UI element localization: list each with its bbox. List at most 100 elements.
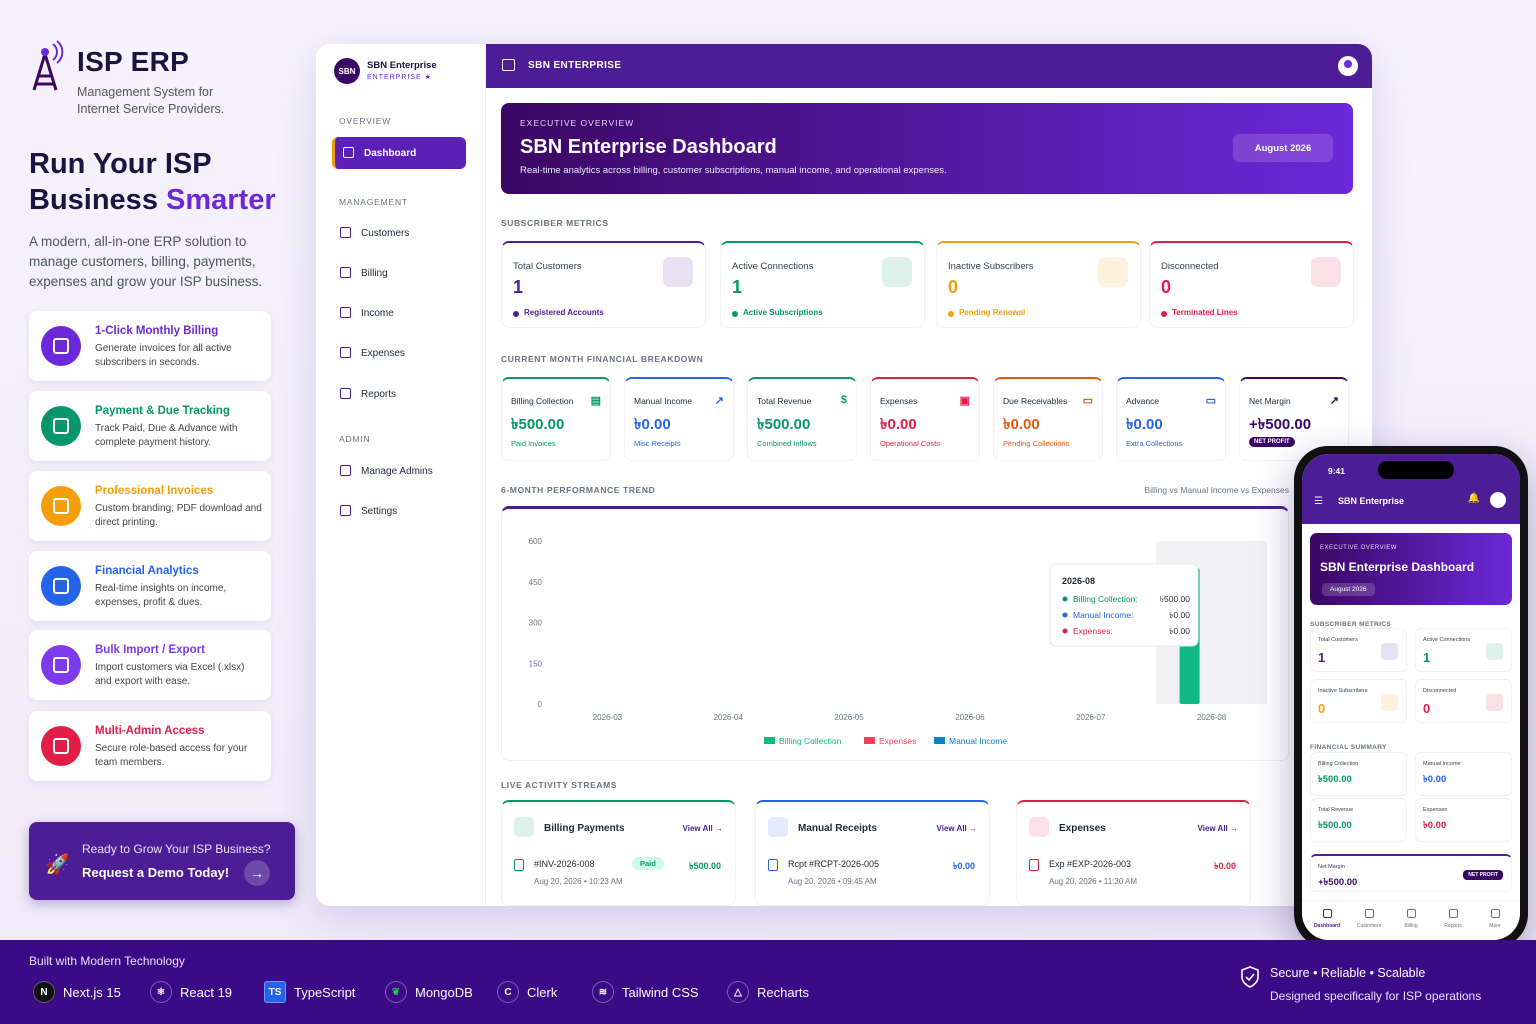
income-icon bbox=[340, 307, 351, 318]
customers-icon[interactable] bbox=[1365, 909, 1374, 918]
tooltip-value: ৳500.00 bbox=[1160, 594, 1191, 604]
sidebar-item-income[interactable]: Income bbox=[332, 297, 466, 329]
feature-desc: Custom branding, PDF download and direct… bbox=[95, 503, 262, 528]
view-all-link[interactable]: View All → bbox=[682, 824, 723, 833]
invoice-icon bbox=[41, 326, 81, 366]
user-icon bbox=[882, 257, 912, 287]
phone-metric-card[interactable]: Disconnected 0 bbox=[1415, 679, 1512, 723]
phone-finance-card[interactable]: Billing Collection ৳500.00 bbox=[1310, 752, 1407, 796]
feature-title: Multi-Admin Access bbox=[95, 725, 205, 737]
label-trend: 6-MONTH PERFORMANCE TREND bbox=[501, 485, 656, 495]
phone-finance-card[interactable]: Manual Income ৳0.00 bbox=[1415, 752, 1512, 796]
analytics-icon bbox=[41, 566, 81, 606]
tech-item: △ Recharts bbox=[727, 981, 809, 1003]
phone-nav-customers[interactable]: Customers bbox=[1356, 923, 1382, 929]
user-icon bbox=[1381, 694, 1398, 711]
phone-finance-card[interactable]: Expenses ৳0.00 bbox=[1415, 798, 1512, 842]
nextjs-icon: N bbox=[33, 981, 55, 1003]
org-name: SBN Enterprise bbox=[367, 60, 437, 71]
phone-banner: EXECUTIVE OVERVIEW SBN Enterprise Dashbo… bbox=[1310, 533, 1512, 605]
finance-card[interactable]: Manual Income ৳0.00 Misc Receipts ↗ bbox=[624, 377, 734, 461]
org-logo: SBN bbox=[334, 58, 360, 84]
finance-card[interactable]: Billing Collection ৳500.00 Paid Invoices ▤ bbox=[501, 377, 611, 461]
phone-mockup: 9:41 ☰ SBN Enterprise 🔔 EXECUTIVE OVERVI… bbox=[1294, 446, 1528, 948]
arrow-right-icon[interactable]: → bbox=[244, 860, 270, 886]
brand-title: ISP ERP bbox=[77, 46, 190, 77]
user-avatar[interactable] bbox=[1338, 56, 1358, 76]
activity-card: Billing Payments View All → #INV-2026-008 A… bbox=[501, 800, 736, 906]
executive-banner: EXECUTIVE OVERVIEW SBN Enterprise Dashbo… bbox=[501, 103, 1353, 194]
customers-icon bbox=[340, 227, 351, 238]
brand-subtitle: Management System for Internet Service P… bbox=[77, 85, 225, 116]
sidebar-item-reports[interactable]: Reports bbox=[332, 378, 466, 410]
dashboard-icon[interactable] bbox=[1323, 909, 1332, 918]
tooltip-label: Manual Income: bbox=[1073, 610, 1133, 620]
sidebar-item-manage-admins[interactable]: Manage Admins bbox=[332, 455, 466, 487]
tooltip-value: ৳0.00 bbox=[1169, 626, 1190, 636]
finance-card[interactable]: Expenses ৳0.00 Operational Costs ▣ bbox=[870, 377, 980, 461]
finance-icon: ▤ bbox=[590, 395, 601, 407]
view-all-link[interactable]: View All → bbox=[1197, 824, 1238, 833]
sidebar-item-expenses[interactable]: Expenses bbox=[332, 337, 466, 369]
finance-card[interactable]: Total Revenue ৳500.00 Combined Inflows $ bbox=[747, 377, 857, 461]
tooltip-dot bbox=[1062, 628, 1068, 634]
phone-nav-dashboard[interactable]: Dashboard bbox=[1313, 923, 1341, 929]
tooltip-dot bbox=[1062, 612, 1068, 618]
shield-icon bbox=[1241, 966, 1259, 988]
metric-card[interactable]: Disconnected 0 Terminated Lines bbox=[1149, 241, 1354, 328]
settings-icon bbox=[340, 505, 351, 516]
phone-finance-card[interactable]: Total Revenue ৳500.00 bbox=[1310, 798, 1407, 842]
finance-card[interactable]: Due Receivables ৳0.00 Pending Collections ▭ bbox=[993, 377, 1103, 461]
user-icon bbox=[1311, 257, 1341, 287]
topbar: SBN ENTERPRISE bbox=[486, 44, 1372, 88]
view-all-link[interactable]: View All → bbox=[936, 824, 977, 833]
phone-metric-card[interactable]: Total Customers 1 bbox=[1310, 628, 1407, 672]
more-icon[interactable] bbox=[1491, 909, 1500, 918]
org-tier: ENTERPRISE ★ bbox=[367, 74, 432, 81]
phone-avatar[interactable] bbox=[1490, 492, 1506, 508]
finance-card[interactable]: Net Margin +৳500.00 NET PROFIT ↗ bbox=[1239, 377, 1349, 461]
tooltip-label: Expenses: bbox=[1073, 626, 1113, 636]
manage-admins-icon bbox=[340, 465, 351, 476]
x-tick-label: 2026-07 bbox=[1076, 713, 1106, 722]
sidebar-item-label: Reports bbox=[361, 388, 397, 400]
sidebar-toggle-icon[interactable] bbox=[502, 59, 515, 71]
phone-net-margin: Net Margin +৳500.00 NET PROFIT bbox=[1310, 854, 1512, 892]
metric-card[interactable]: Total Customers 1 Registered Accounts bbox=[501, 241, 706, 328]
metric-card[interactable]: Inactive Subscribers 0 Pending Renewal bbox=[936, 241, 1141, 328]
activity-icon bbox=[768, 817, 788, 837]
document-icon bbox=[41, 486, 81, 526]
phone-nav-billing[interactable]: Billing bbox=[1404, 923, 1418, 929]
file-import-icon bbox=[41, 645, 81, 685]
metric-card[interactable]: Active Connections 1 Active Subscriptions bbox=[720, 241, 925, 328]
sidebar-item-billing[interactable]: Billing bbox=[332, 257, 466, 289]
phone-nav-more[interactable]: More bbox=[1489, 923, 1501, 929]
phone-nav-reports[interactable]: Reports bbox=[1444, 923, 1462, 929]
sidebar-item-settings[interactable]: Settings bbox=[332, 495, 466, 527]
menu-icon[interactable]: ☰ bbox=[1314, 496, 1323, 507]
user-icon bbox=[1486, 694, 1503, 711]
bell-icon[interactable]: 🔔 bbox=[1467, 493, 1480, 504]
phone-metric-card[interactable]: Inactive Subscribers 0 bbox=[1310, 679, 1407, 723]
billing-icon[interactable] bbox=[1407, 909, 1416, 918]
phone-metric-card[interactable]: Active Connections 1 bbox=[1415, 628, 1512, 672]
section-management: MANAGEMENT bbox=[339, 197, 408, 207]
label-live: LIVE ACTIVITY STREAMS bbox=[501, 780, 618, 790]
request-demo-cta[interactable]: 🚀 Ready to Grow Your ISP Business? Reque… bbox=[29, 822, 295, 900]
chart-tooltip bbox=[1049, 563, 1199, 647]
tooltip-label: Billing Collection: bbox=[1073, 594, 1138, 604]
tooltip-dot bbox=[1062, 596, 1068, 602]
sidebar-item-dashboard[interactable]: Dashboard bbox=[332, 137, 466, 169]
finance-card[interactable]: Advance ৳0.00 Extra Collections ▭ bbox=[1116, 377, 1226, 461]
x-tick-label: 2026-04 bbox=[714, 713, 744, 722]
section-admin: ADMIN bbox=[339, 434, 371, 444]
y-tick-label: 450 bbox=[529, 578, 543, 587]
label-trend-right: Billing vs Manual Income vs Expenses bbox=[1144, 485, 1289, 495]
sidebar-item-customers[interactable]: Customers bbox=[332, 217, 466, 249]
date-picker-button[interactable]: August 2026 bbox=[1233, 134, 1333, 162]
y-tick-label: 300 bbox=[529, 619, 543, 628]
sidebar-item-label: Manage Admins bbox=[361, 465, 433, 477]
tech-item: ≋ Tailwind CSS bbox=[592, 981, 699, 1003]
react-icon: ⚛ bbox=[150, 981, 172, 1003]
reports-icon[interactable] bbox=[1449, 909, 1458, 918]
